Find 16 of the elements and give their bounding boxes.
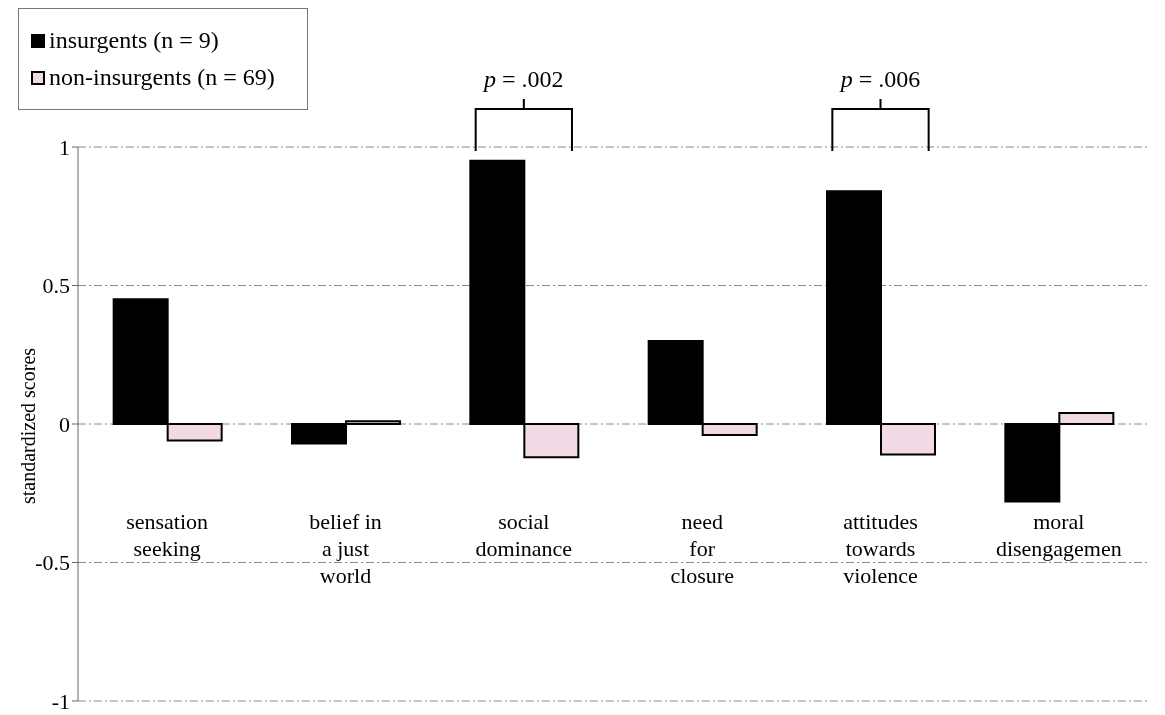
y-tick-label: 1	[59, 134, 70, 160]
legend-label: non-insurgents (n = 69)	[49, 64, 275, 91]
x-tick-label: sensation seeking	[126, 509, 209, 561]
y-tick-label: 0	[59, 411, 70, 437]
x-tick-label: attitudes towards violence	[843, 509, 918, 588]
y-tick-label: -0.5	[35, 550, 70, 576]
legend-label: insurgents (n = 9)	[49, 27, 219, 54]
x-tick-label: belief in a just world	[309, 509, 382, 588]
y-tick-label: 0.5	[42, 273, 70, 299]
x-tick-label: need for closure	[670, 509, 734, 588]
text: p = .002	[482, 66, 564, 92]
text: p = .006	[838, 66, 921, 92]
x-tick-label: moral disengagemen	[995, 509, 1122, 561]
y-axis-title: standardized scores	[17, 347, 40, 504]
y-tick-label: -1	[51, 688, 70, 714]
x-tick-label: social dominance	[475, 509, 573, 561]
